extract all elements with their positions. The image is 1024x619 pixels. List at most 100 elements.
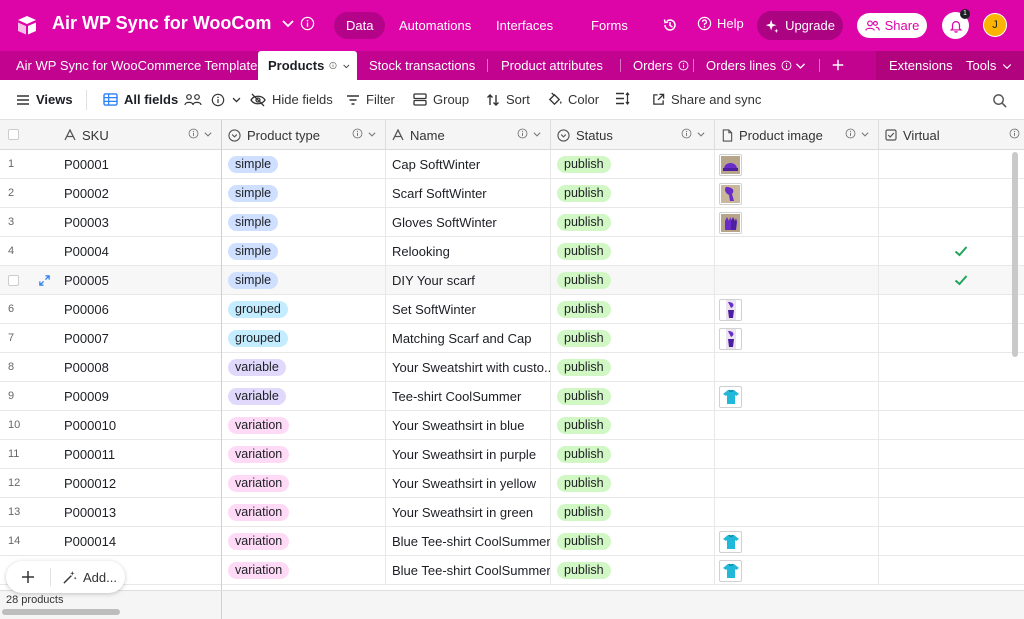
purple-cap-thumbnail[interactable]	[719, 153, 742, 176]
sku-cell[interactable]: P00009	[56, 382, 222, 411]
nav-automations[interactable]: Automations	[399, 18, 472, 33]
sku-cell[interactable]: P000011	[56, 440, 222, 469]
product-type-cell[interactable]: simple	[222, 266, 386, 295]
cyan-tee-thumbnail[interactable]	[719, 385, 742, 408]
vertical-scrollbar[interactable]	[1012, 152, 1018, 357]
product-image-cell[interactable]	[715, 208, 879, 237]
virtual-cell[interactable]	[879, 150, 1024, 179]
status-cell[interactable]: publish	[551, 266, 715, 295]
table-row[interactable]: 1 P00001 simple Cap SoftWinter publish	[0, 150, 1024, 179]
virtual-cell[interactable]	[879, 295, 1024, 324]
row-checkbox[interactable]	[8, 275, 19, 286]
table-row[interactable]: 14 P000014 variation Blue Tee-shirt CoolSum…	[0, 527, 1024, 556]
share-and-sync-button[interactable]: Share and sync	[652, 92, 761, 107]
column-header-virtual[interactable]: Virtual	[879, 120, 1024, 150]
info-icon[interactable]	[300, 16, 315, 31]
name-cell[interactable]: Blue Tee-shirt CoolSummer	[386, 527, 551, 556]
search-icon[interactable]	[992, 93, 1007, 108]
virtual-cell[interactable]	[879, 411, 1024, 440]
table-row[interactable]: 11 P000011 variation Your Sweathsirt in pur…	[0, 440, 1024, 469]
status-cell[interactable]: publish	[551, 179, 715, 208]
tab-stock-transactions[interactable]: Stock transactions	[363, 51, 481, 80]
name-cell[interactable]: Matching Scarf and Cap	[386, 324, 551, 353]
virtual-cell[interactable]	[879, 266, 1024, 295]
table-row[interactable]: P00005 simple DIY Your scarf publish	[0, 266, 1024, 295]
table-row[interactable]: 4 P00004 simple Relooking publish	[0, 237, 1024, 266]
status-cell[interactable]: publish	[551, 469, 715, 498]
virtual-cell[interactable]	[879, 440, 1024, 469]
table-row[interactable]: 13 P000013 variation Your Sweathsirt in gre…	[0, 498, 1024, 527]
product-image-cell[interactable]	[715, 527, 879, 556]
nav-forms[interactable]: Forms	[591, 18, 628, 33]
status-cell[interactable]: publish	[551, 324, 715, 353]
sku-cell[interactable]: P000012	[56, 469, 222, 498]
name-cell[interactable]: Cap SoftWinter	[386, 150, 551, 179]
product-image-cell[interactable]	[715, 469, 879, 498]
name-cell[interactable]: Scarf SoftWinter	[386, 179, 551, 208]
group-button[interactable]: Group	[413, 92, 469, 107]
row-height-button[interactable]	[615, 92, 630, 105]
sku-cell[interactable]: P00008	[56, 353, 222, 382]
purple-scarf-thumbnail[interactable]	[719, 182, 742, 205]
product-image-cell[interactable]	[715, 237, 879, 266]
virtual-cell[interactable]	[879, 382, 1024, 411]
name-cell[interactable]: Your Sweatshirt with custo...	[386, 353, 551, 382]
name-cell[interactable]: Your Sweathsirt in blue	[386, 411, 551, 440]
sku-cell[interactable]: P00004	[56, 237, 222, 266]
table-row[interactable]: 6 P00006 grouped Set SoftWinter publish	[0, 295, 1024, 324]
sku-cell[interactable]: P00002	[56, 179, 222, 208]
table-row[interactable]: 7 P00007 grouped Matching Scarf and Cap publ…	[0, 324, 1024, 353]
name-cell[interactable]: Your Sweathsirt in green	[386, 498, 551, 527]
tab-template[interactable]: Air WP Sync for WooCommerce Template	[10, 51, 280, 80]
history-icon[interactable]	[662, 17, 678, 33]
purple-gloves-thumbnail[interactable]	[719, 211, 742, 234]
virtual-cell[interactable]	[879, 527, 1024, 556]
virtual-cell[interactable]	[879, 324, 1024, 353]
column-controls[interactable]	[188, 128, 213, 139]
sku-cell[interactable]: P00007	[56, 324, 222, 353]
product-type-cell[interactable]: simple	[222, 208, 386, 237]
table-row[interactable]: 3 P00003 simple Gloves SoftWinter publish	[0, 208, 1024, 237]
status-cell[interactable]: publish	[551, 440, 715, 469]
sku-cell[interactable]: P00003	[56, 208, 222, 237]
status-cell[interactable]: publish	[551, 295, 715, 324]
virtual-cell[interactable]	[879, 353, 1024, 382]
sku-cell[interactable]: P00006	[56, 295, 222, 324]
sku-cell[interactable]: P000010	[56, 411, 222, 440]
plus-icon[interactable]	[20, 569, 36, 585]
product-type-cell[interactable]: variable	[222, 353, 386, 382]
table-row[interactable]: 10 P000010 variation Your Sweathsirt in blu…	[0, 411, 1024, 440]
views-button[interactable]: Views	[16, 92, 73, 107]
name-cell[interactable]: Set SoftWinter	[386, 295, 551, 324]
status-cell[interactable]: publish	[551, 556, 715, 585]
chevron-down-icon[interactable]	[794, 59, 807, 72]
name-cell[interactable]: Relooking	[386, 237, 551, 266]
product-image-cell[interactable]	[715, 498, 879, 527]
virtual-cell[interactable]	[879, 208, 1024, 237]
color-button[interactable]: Color	[547, 92, 599, 107]
product-type-cell[interactable]: variation	[222, 498, 386, 527]
table-row[interactable]: 9 P00009 variable Tee-shirt CoolSummer publi…	[0, 382, 1024, 411]
status-cell[interactable]: publish	[551, 208, 715, 237]
purple-set-thumbnail[interactable]	[719, 327, 742, 350]
name-cell[interactable]: Blue Tee-shirt CoolSummer	[386, 556, 551, 585]
sort-button[interactable]: Sort	[486, 92, 530, 107]
sku-cell[interactable]: P000014	[56, 527, 222, 556]
product-type-cell[interactable]: variation	[222, 556, 386, 585]
virtual-cell[interactable]	[879, 469, 1024, 498]
add-ai-button[interactable]: Add...	[62, 570, 117, 585]
column-controls[interactable]	[517, 128, 542, 139]
tab-products[interactable]: Products	[258, 51, 357, 80]
tab-orders-lines[interactable]: Orders lines	[700, 51, 798, 80]
status-cell[interactable]: publish	[551, 382, 715, 411]
virtual-cell[interactable]	[879, 498, 1024, 527]
virtual-cell[interactable]	[879, 556, 1024, 585]
hide-fields-button[interactable]: Hide fields	[250, 92, 333, 107]
product-type-cell[interactable]: variation	[222, 411, 386, 440]
name-cell[interactable]: Tee-shirt CoolSummer	[386, 382, 551, 411]
tools-button[interactable]: Tools	[960, 51, 1019, 80]
virtual-cell[interactable]	[879, 179, 1024, 208]
product-type-cell[interactable]: variation	[222, 469, 386, 498]
table-row[interactable]: 12 P000012 variation Your Sweathsirt in yel…	[0, 469, 1024, 498]
status-cell[interactable]: publish	[551, 527, 715, 556]
